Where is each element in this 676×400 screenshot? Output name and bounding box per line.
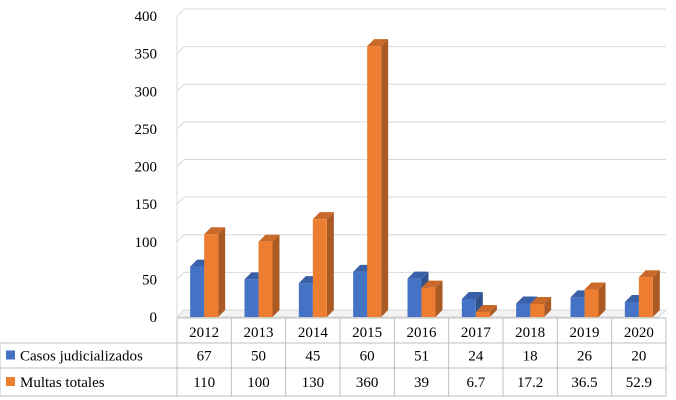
data-table-value: 45	[305, 349, 320, 365]
legend-key-casos	[6, 350, 15, 360]
bar-side	[326, 212, 334, 317]
legend-label-multas: Multas totales	[20, 375, 105, 391]
data-table-value: 36.5	[571, 375, 597, 391]
bar-front	[570, 297, 585, 317]
bar-front	[475, 311, 490, 317]
y-tick-label: 100	[135, 235, 158, 251]
bar-top	[367, 39, 389, 47]
data-table-value: 50	[251, 349, 266, 365]
y-tick-label: 350	[135, 47, 158, 63]
y-tick-label: 50	[142, 272, 157, 288]
x-category-label: 2012	[189, 325, 219, 341]
gridline-depth	[176, 196, 185, 205]
x-category-label: 2016	[407, 325, 438, 341]
bar-multas-2016	[421, 280, 443, 317]
data-table-value: 360	[356, 375, 379, 391]
bar-top	[407, 271, 429, 279]
bar-top	[421, 280, 443, 288]
bar-side	[598, 282, 606, 317]
y-tick-label: 250	[135, 122, 158, 138]
gridline-depth	[176, 46, 185, 54]
bar-side	[435, 280, 443, 317]
data-table-value: 52.9	[626, 375, 652, 391]
bar-multas-2012	[204, 227, 226, 317]
bar-front	[516, 303, 531, 317]
data-table-value: 18	[523, 349, 538, 365]
bar-top	[584, 282, 606, 290]
data-table-value: 67	[197, 349, 213, 365]
gridline-depth	[176, 83, 185, 92]
data-table-value: 100	[247, 375, 270, 391]
bar-multas-2015	[367, 39, 389, 317]
bar-front	[190, 266, 205, 317]
x-category-label: 2020	[624, 325, 654, 341]
data-table-value: 60	[360, 349, 375, 365]
x-category-label: 2014	[298, 325, 329, 341]
bar-top	[204, 227, 226, 235]
gridline-depth	[176, 8, 185, 17]
bar-front	[461, 298, 476, 317]
x-category-label: 2015	[352, 325, 382, 341]
bar-top	[475, 304, 497, 312]
x-category-label: 2017	[461, 325, 492, 341]
y-tick-label: 200	[135, 160, 158, 176]
bar-top	[516, 296, 538, 304]
y-tick-label: 150	[135, 197, 158, 213]
bar-multas-2018	[530, 297, 552, 317]
data-table-value: 26	[577, 349, 593, 365]
bar-front	[298, 283, 313, 317]
y-tick-label: 300	[135, 84, 158, 100]
data-table-value: 110	[193, 375, 215, 391]
gridline-depth	[176, 234, 185, 243]
x-category-label: 2013	[244, 325, 274, 341]
bar-side	[218, 227, 226, 317]
data-table-value: 20	[631, 349, 646, 365]
bar-front	[244, 279, 259, 317]
bar-side	[272, 234, 280, 317]
y-tick-label: 0	[150, 310, 158, 326]
bar-front	[624, 301, 639, 317]
gridline-depth	[176, 121, 185, 130]
gridline-depth	[176, 272, 185, 280]
bar-front	[584, 289, 599, 317]
y-tick-label: 400	[135, 9, 158, 25]
bar-multas-2013	[258, 234, 280, 317]
bar-multas-2019	[584, 282, 606, 317]
bar-side	[652, 270, 660, 317]
data-table-value: 17.2	[517, 375, 543, 391]
bar-multas-2014	[312, 212, 334, 317]
bar-front	[421, 287, 436, 317]
bar-side	[381, 39, 389, 317]
bar-multas-2017	[475, 304, 497, 317]
x-category-label: 2018	[515, 325, 545, 341]
bar-front	[204, 234, 219, 317]
bar-side	[544, 297, 552, 317]
data-table-value: 130	[302, 375, 325, 391]
bar-front	[638, 277, 653, 317]
legend-key-multas	[6, 377, 15, 386]
bar-top	[312, 212, 334, 220]
bar-top	[461, 291, 483, 299]
bar-front	[530, 304, 545, 317]
bar-top	[258, 234, 280, 242]
bar-side	[489, 304, 497, 317]
axis-depth-line	[176, 309, 185, 318]
bar-front	[367, 46, 382, 317]
bar-front	[353, 271, 368, 317]
bar-front	[312, 219, 327, 317]
x-category-label: 2019	[570, 325, 600, 341]
bar-front	[407, 278, 422, 317]
data-table-value: 51	[414, 349, 429, 365]
bar-top	[530, 297, 552, 305]
bar-front	[258, 241, 273, 317]
bar-multas-2020	[638, 270, 660, 317]
legend-label-casos: Casos judicializados	[20, 349, 143, 365]
bar-top	[638, 270, 660, 278]
data-table-value: 6.7	[466, 375, 485, 391]
data-table-value: 39	[414, 375, 429, 391]
gridline-depth	[176, 159, 185, 167]
data-table-value: 24	[468, 349, 484, 365]
